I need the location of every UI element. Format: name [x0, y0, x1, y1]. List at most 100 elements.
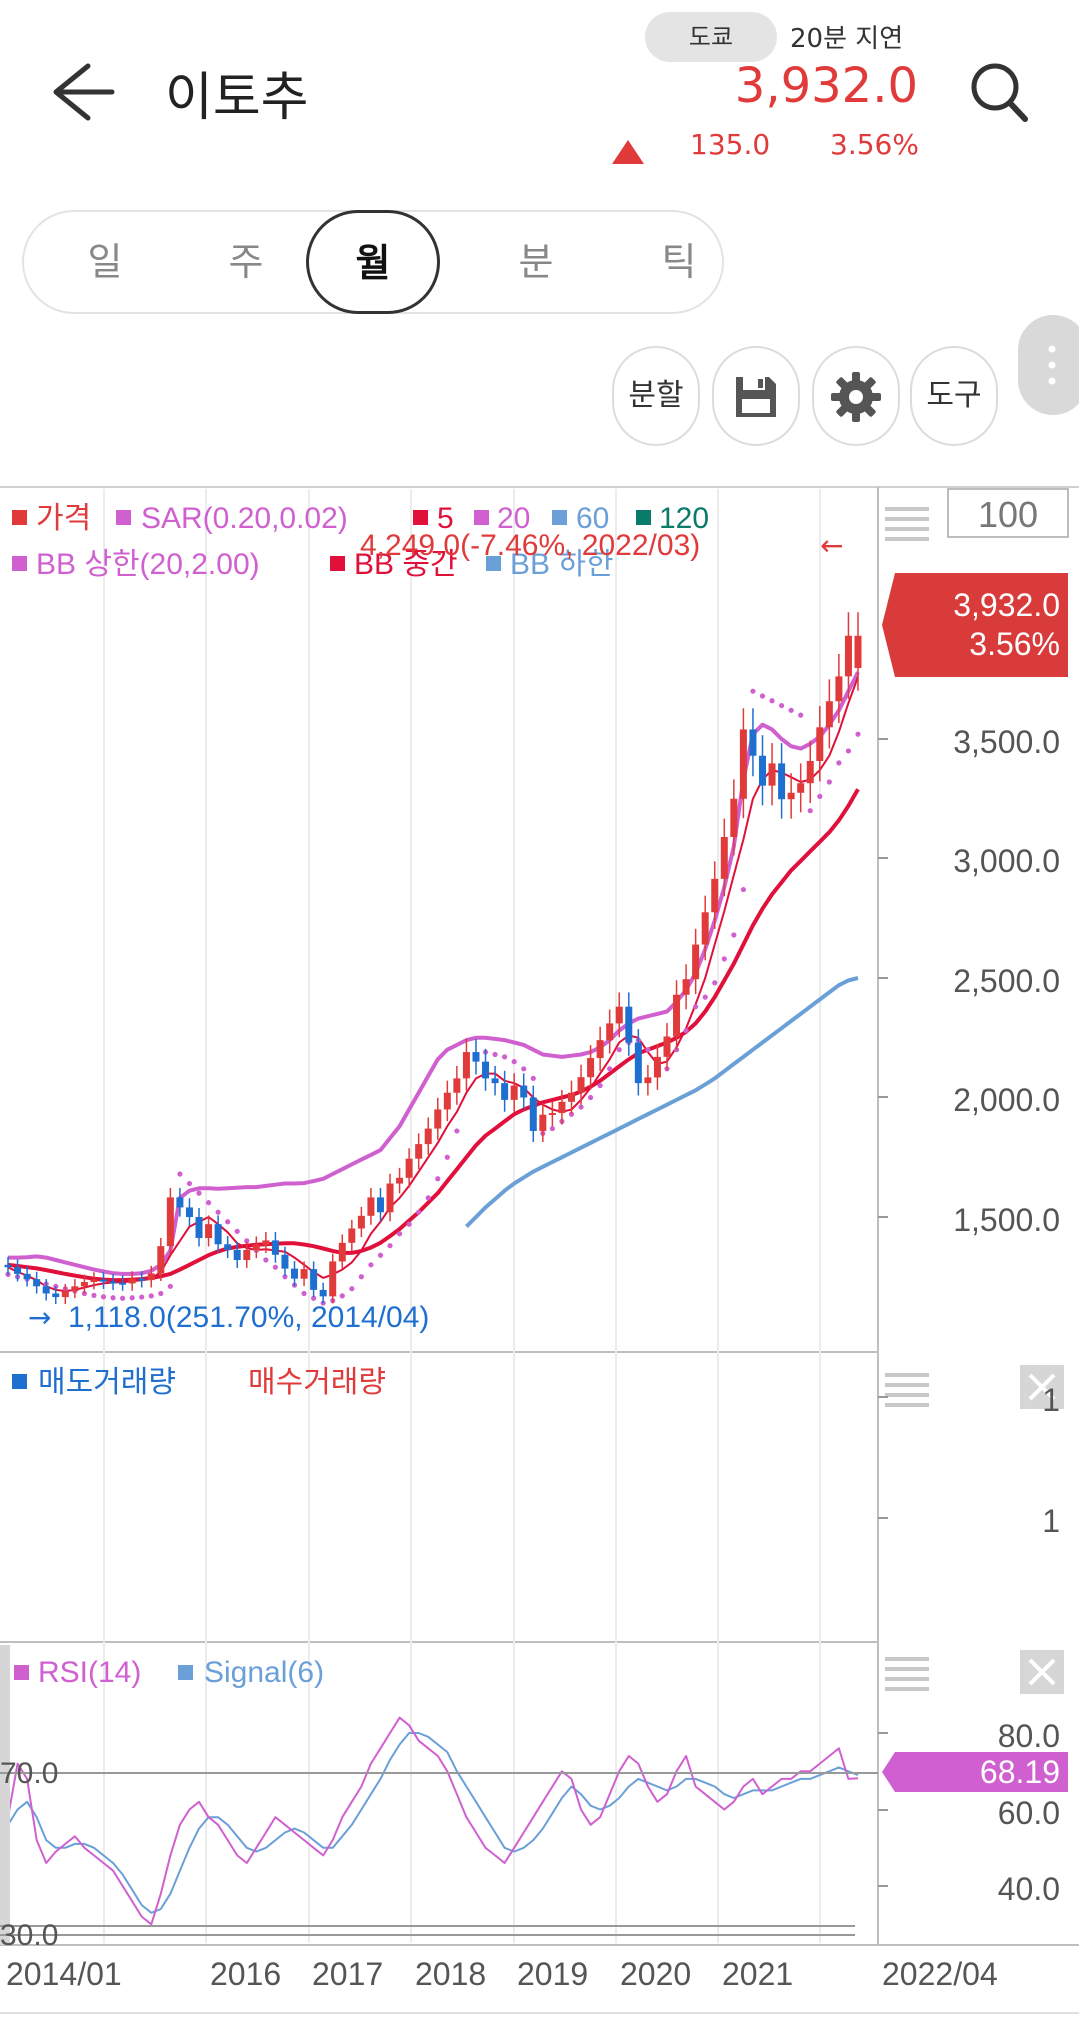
rsi-scroll-handle[interactable] — [0, 1645, 10, 1945]
sar-point — [263, 1257, 269, 1263]
tab-minute[interactable]: 분 — [518, 240, 554, 284]
candle-body — [243, 1249, 251, 1261]
y-tick: 2,500.0 — [953, 963, 1060, 999]
sar-point — [196, 1190, 202, 1196]
sar-point — [129, 1295, 135, 1301]
chart-area[interactable]: 가격 SAR(0.20,0.02) 5 20 60 120 BB 상한(20,2… — [0, 485, 1079, 2026]
price-panel-handle-icon[interactable] — [885, 507, 929, 541]
tools-button[interactable]: 도구 — [910, 346, 998, 446]
candle-body — [33, 1279, 41, 1287]
candle-body — [730, 798, 738, 837]
volume-panel-handle-icon[interactable] — [885, 1373, 929, 1407]
sar-point — [549, 1125, 555, 1132]
price-y-axis: 3,500.0 3,000.0 2,500.0 2,000.0 1,500.0 — [878, 724, 1060, 1238]
settings-button[interactable] — [812, 346, 900, 446]
sar-point — [234, 1228, 240, 1234]
x-tick: 2017 — [312, 1956, 383, 1992]
sar-point — [693, 1004, 699, 1010]
sar-point — [416, 1209, 422, 1215]
sar-point — [798, 712, 804, 718]
candle-body — [673, 994, 681, 1037]
candle-body — [520, 1085, 528, 1098]
rsi-y-tick: 40.0 — [998, 1871, 1060, 1907]
up-triangle-icon — [612, 140, 644, 164]
candle-body — [23, 1273, 31, 1280]
sar-point — [301, 1290, 307, 1297]
candle-body — [42, 1286, 50, 1294]
close-icon — [1028, 1658, 1056, 1686]
tab-day[interactable]: 일 — [87, 240, 123, 284]
zoom-value: 100 — [978, 494, 1038, 535]
rsi-tag — [882, 1752, 1068, 1792]
price-chart[interactable]: 가격 SAR(0.20,0.02) 5 20 60 120 BB 상한(20,2… — [0, 485, 1079, 2026]
tab-week[interactable]: 주 — [228, 240, 264, 284]
candle-body — [252, 1244, 260, 1250]
candle-body — [778, 763, 786, 800]
gear-icon — [831, 372, 881, 422]
candle-body — [596, 1040, 604, 1059]
sar-point — [215, 1209, 221, 1215]
candle-body — [90, 1279, 98, 1283]
zoom-box[interactable] — [947, 488, 1069, 538]
save-button[interactable] — [712, 346, 800, 446]
candle-body — [233, 1249, 241, 1261]
price-tag-percent: 3.56% — [969, 626, 1060, 662]
candle-body — [176, 1197, 184, 1208]
candle-body — [128, 1278, 136, 1284]
candle-body — [663, 1036, 671, 1057]
legend-bb-upper: BB 상한(20,2.00) — [36, 548, 260, 581]
tab-tick[interactable]: 틱 — [661, 240, 697, 284]
legend-ma5: 5 — [437, 502, 454, 535]
rsi-line — [7, 1716, 859, 1926]
legend-buy-volume: 매수거래량 — [248, 1366, 386, 1399]
close-icon — [1028, 1373, 1056, 1401]
chart-candles — [4, 612, 862, 1305]
candle-body — [644, 1077, 652, 1084]
candle-body — [768, 763, 776, 786]
x-tick: 2016 — [210, 1956, 281, 1992]
candle-body — [4, 1264, 12, 1268]
more-button[interactable] — [1018, 315, 1079, 415]
close-volume-panel-button[interactable] — [1020, 1365, 1064, 1409]
save-icon — [736, 377, 776, 417]
y-tick: 3,000.0 — [953, 843, 1060, 879]
rsi-panel-handle-icon[interactable] — [885, 1657, 929, 1691]
sar-point — [100, 1294, 107, 1300]
candle-body — [615, 1006, 623, 1024]
sar-point — [731, 932, 737, 938]
legend-swatch-sar — [116, 510, 131, 525]
candle-body — [376, 1197, 384, 1213]
candle-body — [453, 1078, 461, 1093]
tab-month[interactable]: 월 — [306, 210, 440, 314]
sar-point — [826, 779, 832, 785]
rsi-lines — [7, 1716, 859, 1926]
candle-body — [539, 1114, 547, 1131]
candle-body — [462, 1052, 470, 1079]
candle-body — [692, 944, 700, 980]
legend-price: 가격 — [36, 502, 91, 535]
x-last-label: 2022/04 — [882, 1956, 998, 1992]
sar-point — [272, 1264, 279, 1270]
price-change-percent: 3.56% — [830, 128, 919, 161]
legend-ma60: 60 — [576, 502, 609, 535]
candle-body — [405, 1158, 413, 1178]
sar-point — [148, 1293, 154, 1299]
close-rsi-panel-button[interactable] — [1020, 1650, 1064, 1694]
split-button[interactable]: 분할 — [612, 346, 700, 446]
search-button[interactable] — [965, 55, 1035, 130]
sar-point — [750, 688, 756, 694]
back-button[interactable] — [48, 50, 118, 130]
candle-body — [701, 912, 709, 945]
sar-point — [454, 1128, 460, 1134]
sar-point — [282, 1274, 288, 1280]
sar-point — [578, 1104, 584, 1110]
candle-body — [739, 729, 747, 799]
candle-body — [80, 1282, 88, 1287]
x-tick: 2018 — [415, 1956, 486, 1992]
stock-title: 이토추 — [165, 68, 309, 128]
candle-body — [806, 760, 814, 784]
header: 이토추 도쿄 20분 지연 3,932.0 135.0 3.56% — [0, 0, 1079, 190]
candle-body — [386, 1183, 394, 1213]
sar-point — [855, 731, 861, 737]
signal-line — [7, 1732, 859, 1914]
